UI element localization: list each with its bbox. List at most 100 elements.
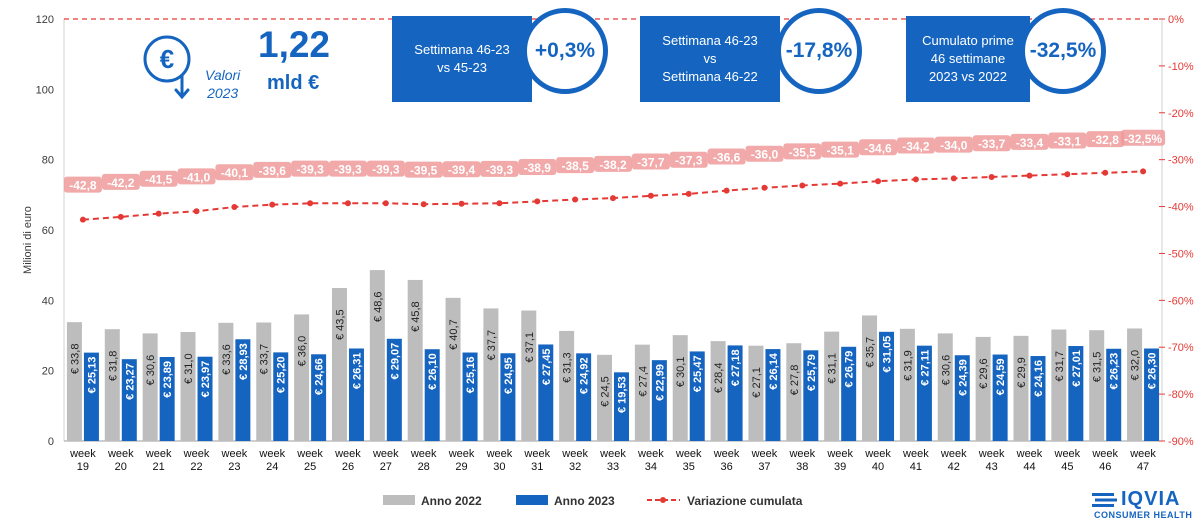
x-tick-label: week [486, 448, 513, 460]
y-tick-label: 100 [36, 84, 54, 96]
cumulative-label: -42,8 [69, 179, 97, 193]
y2-tick-label: -40% [1168, 202, 1194, 214]
logo-tagline: CONSUMER HEALTH [1094, 510, 1193, 520]
x-tick-label: week [940, 448, 967, 460]
cumulative-label-bg [177, 168, 216, 185]
cumulative-label-bg [63, 176, 102, 193]
cumulative-label-bg [631, 153, 670, 170]
x-tick-label: 24 [266, 461, 278, 473]
bar-2022 [786, 343, 802, 441]
legend: Anno 2022 Anno 2023 Variazione cumulata [383, 494, 803, 508]
bar-2023 [992, 354, 1008, 441]
bar-2023 [576, 353, 592, 441]
cumulative-label-bg [896, 137, 935, 154]
cumulative-label-bg [328, 160, 367, 177]
bar-2023-label: € 28,93 [238, 343, 250, 380]
bar-2023-label: € 25,20 [276, 356, 288, 393]
callout-value-cumulative: -32,5% [1020, 8, 1106, 94]
callout-text: 2023 vs 2022 [928, 69, 1008, 84]
cumulative-label: -39,3 [372, 163, 400, 177]
legend-swatch-2023 [516, 495, 548, 505]
bar-2022-label: € 31,0 [183, 353, 195, 384]
legend-swatch-2022 [383, 495, 415, 505]
bar-2023-label: € 31,05 [882, 336, 894, 373]
headline-value: 1,22 [258, 24, 331, 65]
values-note-line1: Valori [205, 67, 241, 83]
callout-text: vs 45-23 [437, 60, 487, 75]
bar-2022 [672, 335, 688, 441]
bar-2022 [104, 329, 120, 441]
x-tick-label: week [637, 448, 664, 460]
y2-tick-label: -30% [1168, 155, 1194, 167]
x-tick-label: 36 [720, 461, 732, 473]
bar-2022-label: € 30,6 [940, 355, 952, 386]
x-tick-label: week [448, 448, 475, 460]
bar-2022 [597, 354, 612, 441]
bar-2022-label: € 29,9 [1016, 357, 1028, 388]
legend-label-2022: Anno 2022 [421, 494, 482, 508]
y2-tick-label: -10% [1168, 61, 1194, 73]
cumulative-label-bg [821, 141, 860, 158]
cumulative-label-bg [745, 145, 784, 162]
cumulative-point [1102, 169, 1109, 176]
bar-2023 [1106, 348, 1122, 441]
bar-2022-label: € 35,7 [865, 337, 877, 368]
cumulative-label: -41,5 [145, 173, 173, 187]
cumulative-label-bg [594, 155, 632, 172]
cumulative-label-bg [215, 164, 254, 181]
bar-2023-label: € 26,23 [1109, 353, 1121, 390]
cumulative-point [837, 180, 844, 187]
x-tick-label: 28 [418, 461, 430, 473]
callout-text: Settimana 46-23 [662, 33, 758, 48]
y-tick-label: 40 [42, 295, 54, 307]
bar-2022-label: € 40,7 [448, 319, 460, 350]
x-tick-label: week [675, 448, 702, 460]
cumulative-label-bg [972, 135, 1011, 152]
x-tick-label: 20 [115, 461, 127, 473]
x-tick-label: 25 [304, 461, 316, 473]
x-tick-label: week [145, 448, 172, 460]
bar-2022-label: € 27,4 [637, 366, 649, 397]
x-tick-label: week [902, 448, 929, 460]
cumulative-label-bg [707, 148, 746, 165]
cumulative-label: -38,5 [561, 159, 589, 173]
cumulative-point [1140, 168, 1147, 175]
bar-2022-label: € 37,1 [524, 332, 536, 363]
callout-value-yoy: -17,8% [776, 8, 862, 94]
x-tick-label: week [410, 448, 437, 460]
cumulative-point [950, 175, 957, 182]
x-tick-label: week [599, 448, 626, 460]
bar-2023-label: € 27,11 [919, 350, 931, 386]
cumulative-label: -33,4 [1016, 136, 1044, 150]
logo-mark-icon [1092, 492, 1117, 507]
bar-2023 [500, 353, 516, 441]
bar-2022-label: € 24,5 [600, 376, 612, 407]
bar-2022 [445, 297, 461, 441]
cumulative-label-bg [442, 161, 481, 178]
cumulative-label: -42,2 [107, 176, 135, 190]
cumulative-label: -38,9 [524, 161, 552, 175]
bar-2023-label: € 22,99 [654, 364, 666, 401]
cumulative-point [1026, 172, 1033, 179]
bar-2022-label: € 45,8 [410, 301, 422, 332]
bar-2023-label: € 24,92 [579, 357, 591, 394]
callout-text: 46 settimane [930, 51, 1006, 66]
y-tick-label: 80 [42, 155, 54, 167]
bar-2022-label: € 31,7 [1054, 351, 1066, 382]
bar-2022 [1013, 335, 1029, 441]
bar-2022-label: € 48,6 [372, 291, 384, 322]
x-tick-label: week [561, 448, 588, 460]
cumulative-label-bg [783, 143, 822, 160]
bar-2023-label: € 24,16 [1033, 360, 1045, 397]
x-tick-label: week [1091, 448, 1118, 460]
bar-2022 [975, 336, 991, 441]
cumulative-point [912, 176, 919, 183]
cumulative-point [307, 200, 314, 207]
euro-icon: € [143, 35, 191, 100]
bar-2022-label: € 43,5 [334, 309, 346, 340]
bar-2022 [142, 333, 158, 441]
callout-text: Settimana 46-23 [414, 42, 510, 57]
x-tick-label: 22 [190, 461, 202, 473]
values-note-line2: 2023 [207, 85, 239, 101]
bar-2022 [369, 270, 385, 441]
